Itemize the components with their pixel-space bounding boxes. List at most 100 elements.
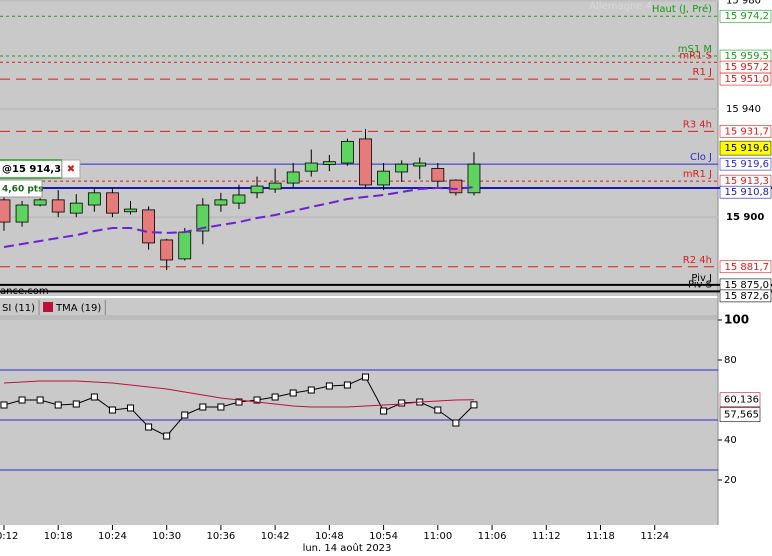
level-value: 15 881,7 <box>724 262 769 273</box>
order-close-icon: ✖ <box>67 164 75 175</box>
candle-body <box>250 185 264 194</box>
price-panel <box>0 0 718 296</box>
level-label: R2 4h <box>683 255 712 266</box>
candle-body <box>160 239 174 261</box>
indicator-marker <box>199 403 207 411</box>
level-box <box>719 289 772 303</box>
indicator-marker <box>108 406 116 414</box>
last-value-label: 57,565 <box>724 410 759 421</box>
indicator-marker <box>343 381 351 389</box>
x-tick-label: 10:12 <box>0 531 18 542</box>
indicator-marker <box>380 407 388 415</box>
x-tick-label: 11:24 <box>640 531 669 542</box>
level-value: 15 957,2 <box>724 62 769 73</box>
level-label: mR1 J <box>683 169 712 180</box>
candle-body <box>431 168 445 182</box>
indicator-marker <box>181 411 189 419</box>
order-pts-box <box>0 179 43 198</box>
indicator-marker <box>145 423 153 431</box>
last-value-box <box>719 392 761 408</box>
y-tick-label: 100 <box>724 313 749 327</box>
x-tick-label: 10:42 <box>261 531 290 542</box>
level-label: mS1 M <box>678 44 712 55</box>
indicator-marker <box>18 396 26 404</box>
legend-swatch <box>43 302 54 312</box>
candle-body <box>142 209 155 244</box>
level-value: 15 931,7 <box>724 126 769 137</box>
source-label: ance.com <box>0 286 49 297</box>
level-label: Haut (J, Pré) <box>652 3 712 15</box>
y-tick-label: 15 940 <box>726 104 761 115</box>
x-tick-label: 10:30 <box>152 531 181 542</box>
level-label: R1 J <box>693 67 712 78</box>
order-label: @15 914,3 <box>2 164 61 175</box>
level-label: Piv S <box>688 279 712 290</box>
indicator-marker <box>54 401 62 409</box>
indicator-marker <box>235 398 243 406</box>
level-box <box>719 260 772 274</box>
candle-body <box>359 138 372 186</box>
indicator-marker <box>325 382 333 390</box>
x-tick-label: 11:00 <box>423 531 452 542</box>
level-value: 15 913,3 <box>724 176 769 187</box>
indicator-marker <box>307 386 315 394</box>
x-tick-label: 11:18 <box>586 531 615 542</box>
level-box <box>719 157 772 171</box>
x-tick-label: 10:54 <box>369 531 398 542</box>
level-value: 15 872,6 <box>724 291 769 302</box>
level-value: 15 910,8 <box>724 187 769 198</box>
candle-body <box>214 199 228 206</box>
y-tick-label: 80 <box>724 355 737 366</box>
candle-body <box>87 192 101 206</box>
indicator-marker <box>36 396 44 404</box>
candle-body <box>322 161 336 165</box>
last-price-box <box>719 140 772 156</box>
candle-body <box>413 162 427 167</box>
indicator-line <box>3 380 475 408</box>
indicator-marker <box>253 396 261 404</box>
indicator-marker <box>217 403 225 411</box>
level-value: 15 875,0 <box>724 280 769 291</box>
level-value: 15 974,2 <box>724 11 769 22</box>
y-tick-label: 15 980 <box>726 0 761 7</box>
level-value: 15 951,0 <box>724 74 769 85</box>
legend-label: TMA (19) <box>55 303 101 314</box>
candle-body <box>15 204 29 223</box>
candle-body <box>33 199 47 206</box>
level-label: mR1 S <box>679 50 712 61</box>
candle-body <box>286 171 300 184</box>
indicator-panel <box>0 298 718 525</box>
candle-body <box>232 194 246 204</box>
indicator-marker <box>127 404 135 412</box>
y-tick-label: 40 <box>724 435 737 446</box>
watermark: Allemagne 4 <box>589 1 652 12</box>
indicator-marker <box>452 419 460 427</box>
candle-body <box>196 204 210 232</box>
x-tick-label: 10:36 <box>206 531 235 542</box>
level-box <box>719 185 772 199</box>
level-label: R3 4h <box>683 119 712 130</box>
indicator-marker <box>0 401 8 409</box>
indicator-marker <box>362 373 370 381</box>
level-box <box>719 125 772 138</box>
level-box <box>719 72 772 86</box>
level-label: Clo J <box>690 152 712 163</box>
level-box <box>719 9 772 23</box>
candle-body <box>178 231 192 260</box>
indicator-marker <box>271 393 279 401</box>
moving-average <box>3 186 475 248</box>
candle-body <box>377 170 390 186</box>
x-tick-label: 10:48 <box>315 531 344 542</box>
legend-label: SI (11) <box>2 303 35 314</box>
candle-body <box>467 163 481 194</box>
indicator-marker <box>289 389 297 397</box>
x-axis-date: lun. 14 août 2023 <box>303 542 392 554</box>
last-value-label: 60,136 <box>724 395 759 406</box>
y-tick-label: 20 <box>724 475 737 486</box>
indicator-marker <box>163 432 171 440</box>
order-pts: 4,60 pts <box>2 185 43 195</box>
x-tick-label: 11:12 <box>532 531 561 542</box>
order-close[interactable] <box>61 159 81 179</box>
panel-band <box>0 315 718 320</box>
indicator-marker <box>72 400 80 408</box>
